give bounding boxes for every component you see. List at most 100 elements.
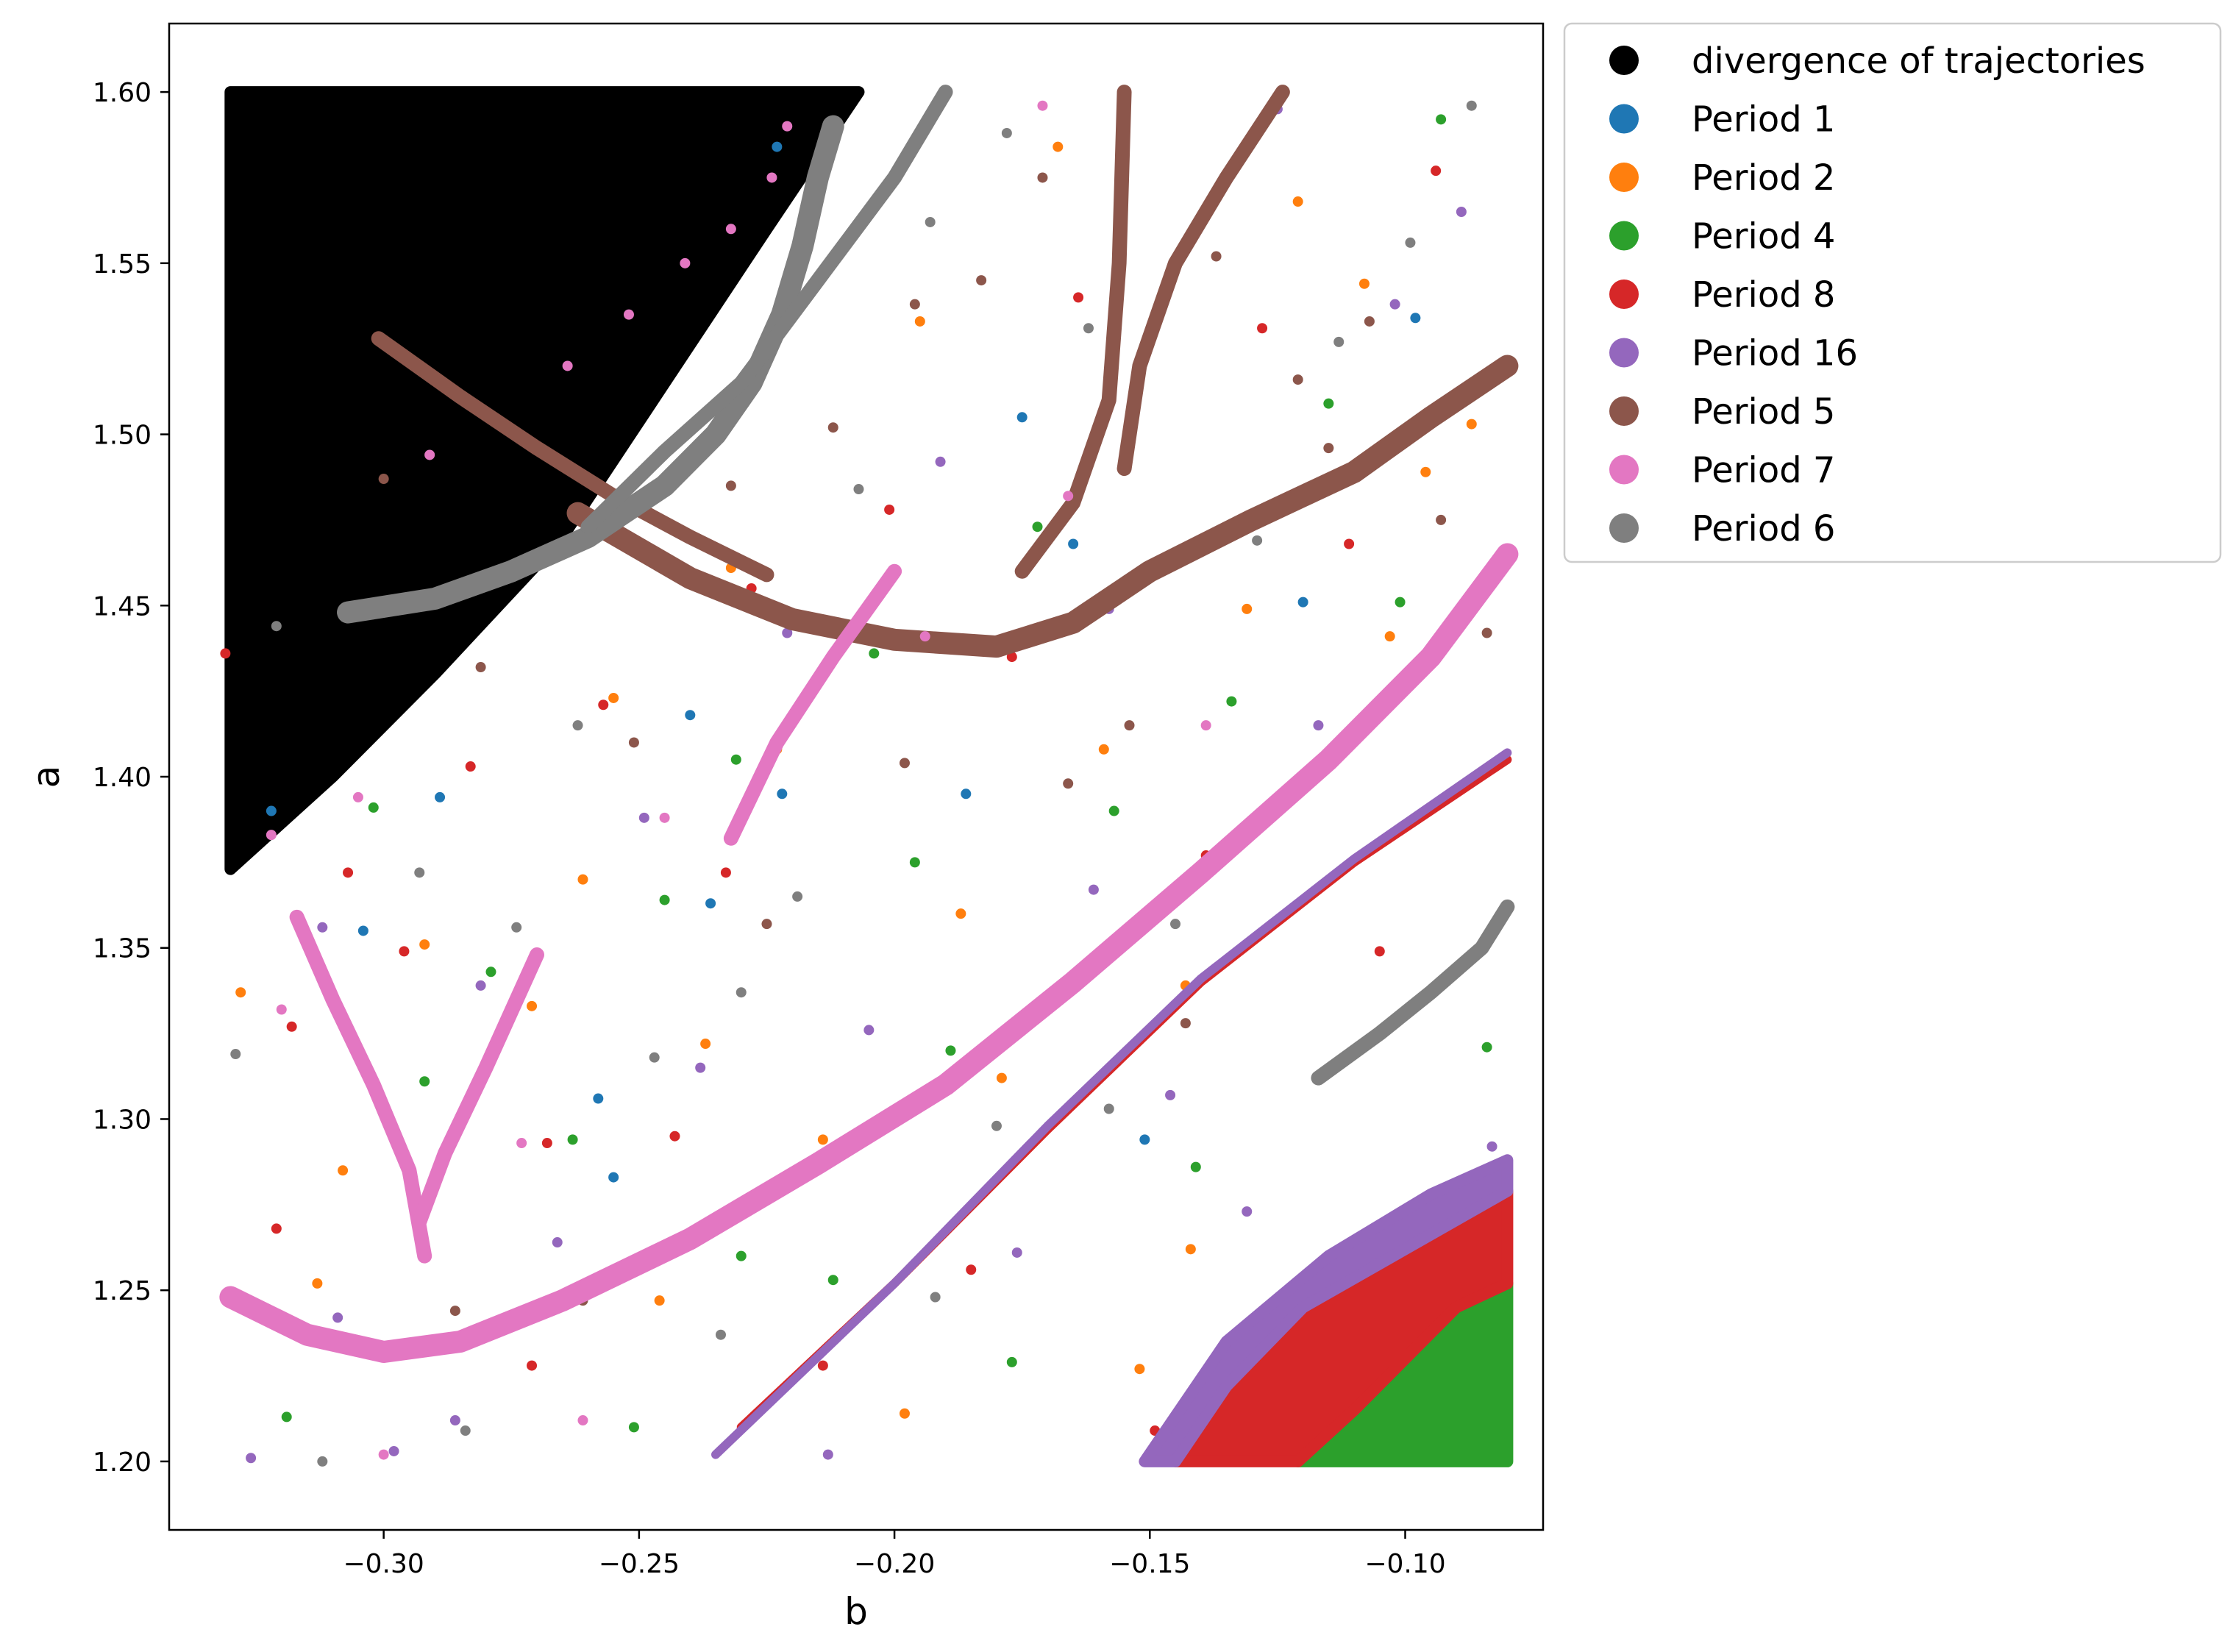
legend-item-period-4: Period 4 <box>1609 216 1835 257</box>
period-8-point <box>669 1131 680 1142</box>
period-16-point <box>1313 720 1324 731</box>
period-6-point <box>414 867 425 878</box>
legend-label: Period 6 <box>1692 508 1835 549</box>
period-6-point <box>853 484 864 495</box>
y-tick-label: 1.60 <box>93 78 152 108</box>
period-8-point <box>343 867 354 878</box>
divergence-of-trajectories-point <box>480 360 491 371</box>
period-8-point <box>527 1360 538 1371</box>
period-16-line <box>711 748 1512 1459</box>
period-7-point <box>577 1415 588 1426</box>
period-5-point <box>475 662 486 673</box>
period-8-point <box>1431 165 1442 177</box>
period-7-point <box>782 121 793 132</box>
legend-marker <box>1609 280 1639 309</box>
period-4-point <box>1032 521 1043 533</box>
legend-marker <box>1609 46 1639 75</box>
period-7-point <box>1037 100 1048 111</box>
period-16-point <box>552 1237 563 1248</box>
period-1-point <box>1016 412 1028 423</box>
period-5-branch <box>1014 85 1132 579</box>
period-2-point <box>1053 141 1064 152</box>
period-5-branch <box>371 331 774 583</box>
period-7-point <box>919 631 930 642</box>
period-16-point <box>863 1025 875 1036</box>
period-1-point <box>266 805 277 816</box>
period-6-branch <box>580 85 953 535</box>
period-7-point <box>659 812 670 823</box>
period-7-point <box>276 1004 287 1015</box>
legend-label: Period 16 <box>1692 333 1858 374</box>
legend-label: Period 2 <box>1692 157 1835 199</box>
legend-marker <box>1609 396 1639 426</box>
period-7-point <box>1063 491 1074 502</box>
period-8-point <box>720 867 731 878</box>
period-2-point <box>1358 278 1370 289</box>
period-7-point <box>562 360 573 371</box>
period-5-curve <box>566 355 1519 658</box>
y-tick-label: 1.50 <box>93 421 152 451</box>
y-axis-label: a <box>25 766 68 788</box>
legend-label: divergence of trajectories <box>1692 40 2145 82</box>
legend-item-divergence-of-trajectories: divergence of trajectories <box>1609 40 2145 82</box>
legend-item-period-1: Period 1 <box>1609 99 1835 140</box>
period-16-point <box>317 922 328 933</box>
legend-item-period-8: Period 8 <box>1609 274 1835 316</box>
period-4-point <box>1226 696 1237 707</box>
legend-marker <box>1609 338 1639 368</box>
period-16-point <box>1011 1247 1022 1258</box>
period-8-point <box>399 946 410 957</box>
period-6-point <box>930 1292 941 1303</box>
period-16-point <box>782 627 793 638</box>
period-5-point <box>976 275 987 286</box>
period-5-point <box>628 737 639 748</box>
period-7-point <box>725 224 736 235</box>
x-tick-label: −0.30 <box>343 1549 424 1579</box>
period-16-point <box>1456 207 1467 217</box>
period-7-point <box>352 791 363 802</box>
period-7-point <box>766 172 777 183</box>
period-2-point <box>955 908 966 919</box>
series-period-7 <box>219 100 1519 1460</box>
period-2-point <box>1242 603 1253 614</box>
period-8-point <box>465 761 476 772</box>
period-2-point <box>654 1295 665 1306</box>
period-4-point <box>1481 1042 1492 1053</box>
period-6-curve <box>337 115 844 624</box>
period-16-point <box>332 1312 343 1323</box>
period-5-branch <box>1116 85 1290 477</box>
period-4-point <box>736 1250 747 1261</box>
x-tick-label: −0.20 <box>854 1549 935 1579</box>
period-2-point <box>700 1039 711 1050</box>
divergence-of-trajectories-region <box>224 86 865 875</box>
period-6-point <box>1103 1103 1114 1114</box>
period-2-point <box>899 1408 910 1419</box>
period-7-point <box>516 1138 527 1149</box>
legend-marker <box>1609 104 1639 134</box>
legend-marker <box>1609 163 1639 192</box>
period-1-point <box>608 1172 619 1183</box>
period-16-point <box>1088 884 1099 895</box>
y-tick-label: 1.20 <box>93 1448 152 1478</box>
period-16-point <box>449 1415 460 1426</box>
legend-item-period-5: Period 5 <box>1609 391 1835 432</box>
divergence-of-trajectories-point <box>251 121 262 132</box>
period-5-point <box>1037 172 1048 183</box>
period-4-point <box>1323 398 1334 409</box>
period-4-point <box>909 857 920 868</box>
legend: divergence of trajectories Period 1 Period… <box>1563 22 2222 563</box>
legend-item-period-6: Period 6 <box>1609 508 1835 549</box>
period-8-point <box>966 1264 977 1275</box>
period-8-point <box>1006 652 1017 663</box>
period-2-point <box>996 1072 1007 1083</box>
y-tick-label: 1.35 <box>93 934 152 964</box>
period-7-branch <box>412 947 544 1230</box>
divergence-of-trajectories-point <box>327 257 338 268</box>
period-4-point <box>659 894 670 905</box>
period-8-point <box>598 699 609 711</box>
period-1-point <box>357 925 368 936</box>
legend-item-period-7: Period 7 <box>1609 450 1835 491</box>
period-2-point <box>1134 1364 1145 1375</box>
legend-marker <box>1609 513 1639 543</box>
